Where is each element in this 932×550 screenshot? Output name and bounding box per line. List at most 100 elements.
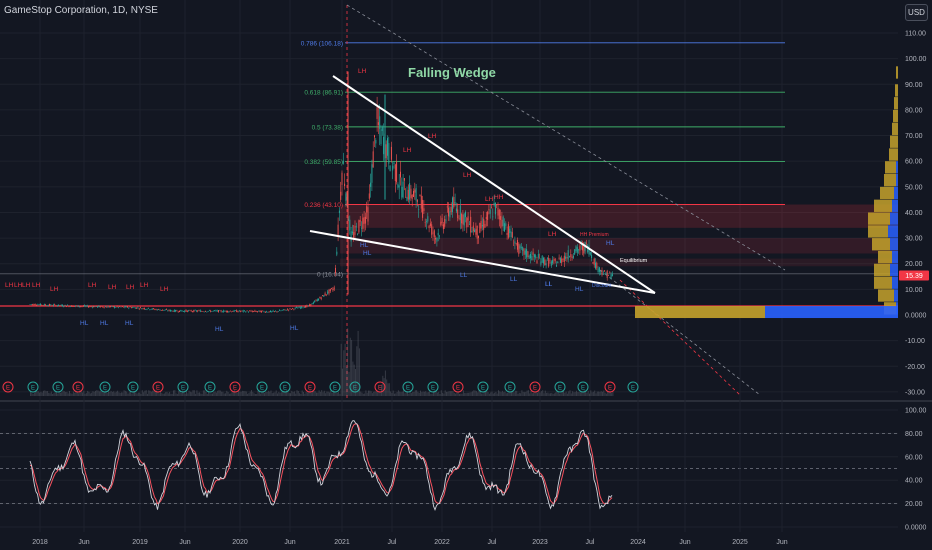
candle-body: [483, 218, 485, 230]
volume-bar: [240, 391, 242, 396]
candle-body: [171, 310, 173, 312]
candle-body: [115, 307, 117, 308]
volume-bar: [273, 392, 275, 396]
volume-bar: [187, 393, 189, 396]
volume-bar: [491, 391, 493, 396]
volume-bar: [184, 393, 186, 396]
candle-body: [97, 306, 99, 308]
currency-button[interactable]: USD: [905, 4, 928, 21]
candle-body: [484, 224, 486, 228]
candle-body: [207, 311, 209, 312]
event-marker-label: E: [6, 386, 10, 392]
candle-body: [441, 217, 443, 224]
volume-bar: [33, 392, 35, 396]
candle-body: [574, 249, 576, 255]
candle-body: [592, 262, 594, 264]
volume-bar: [126, 391, 128, 396]
candle-body: [51, 305, 53, 307]
candle-body: [504, 223, 505, 232]
volume-bar: [106, 393, 108, 396]
volume-bar: [412, 391, 414, 396]
candle-body: [162, 309, 164, 311]
volume-bar: [583, 390, 585, 396]
candle-body: [142, 308, 144, 309]
candle-body: [208, 310, 210, 311]
candle-body: [400, 171, 401, 178]
volume-bar: [176, 393, 178, 396]
volume-bar: [362, 393, 364, 396]
candle-body: [76, 305, 78, 307]
volume-bar: [180, 392, 182, 396]
candle-body: [461, 213, 463, 224]
candle-body: [420, 195, 422, 209]
candle-body: [611, 274, 613, 277]
fib-level-label: 0.786 (106.18): [301, 40, 343, 47]
time-axis-label: Jul: [488, 539, 497, 546]
swing-label: LH: [126, 284, 135, 291]
volume-bar: [496, 393, 498, 396]
volume-bar: [573, 392, 575, 396]
candle-body: [582, 244, 583, 251]
candle-body: [216, 310, 218, 312]
swing-label: HH: [494, 194, 504, 201]
price-axis-label: 40.00: [905, 210, 923, 217]
candle-body: [273, 311, 275, 312]
candle-body: [361, 227, 362, 229]
candle-body: [413, 191, 414, 197]
trend-projection: [599, 269, 761, 396]
candle-body: [173, 309, 175, 312]
candle-body: [346, 192, 348, 207]
volume-bar: [553, 393, 555, 396]
volume-bar: [418, 392, 420, 396]
volume-bar: [504, 391, 506, 396]
volume-bar: [231, 392, 233, 396]
swing-label: LH: [485, 196, 494, 203]
swing-label: LH: [428, 133, 437, 140]
swing-label: LH: [5, 282, 14, 289]
volume-bar: [193, 390, 195, 396]
candle-body: [449, 211, 451, 218]
volume-bar: [93, 391, 95, 396]
candle-body: [189, 310, 191, 311]
volume-profile-bar: [890, 212, 898, 225]
candle-body: [220, 310, 222, 312]
volume-bar: [62, 390, 64, 396]
volume-bar: [586, 392, 588, 396]
wedge-lower-line: [309, 230, 656, 294]
candle-body: [580, 244, 582, 246]
candle-body: [557, 261, 559, 264]
volume-bar: [165, 392, 167, 396]
candle-body: [224, 311, 226, 312]
volume-bar: [71, 393, 73, 396]
rsi-axis-label: 80.00: [905, 431, 923, 438]
candle-body: [380, 129, 382, 145]
pattern-title: Falling Wedge: [408, 65, 496, 80]
volume-bar: [361, 392, 363, 396]
volume-bar: [576, 390, 577, 396]
event-marker-label: E: [558, 386, 562, 392]
candle-body: [476, 225, 478, 239]
candle-body: [241, 310, 243, 312]
volume-bar: [264, 393, 265, 396]
candle-body: [510, 231, 512, 238]
volume-profile-bar: [894, 97, 898, 110]
volume-bar: [368, 390, 369, 396]
volume-bar: [50, 391, 52, 396]
candle-body: [136, 307, 138, 309]
volume-bar: [303, 392, 304, 396]
volume-bar: [238, 391, 239, 396]
candle-body: [509, 228, 511, 234]
volume-bar: [52, 393, 54, 396]
candle-body: [593, 258, 595, 265]
volume-bar: [440, 390, 442, 396]
event-marker-icon: [279, 381, 291, 393]
candle-body: [188, 310, 190, 312]
volume-bar: [132, 391, 134, 396]
candle-body: [137, 307, 139, 309]
candle-body: [435, 237, 437, 240]
volume-bar: [413, 391, 415, 396]
volume-bar: [149, 390, 151, 396]
candle-body: [500, 216, 502, 220]
candle-body: [368, 193, 370, 199]
